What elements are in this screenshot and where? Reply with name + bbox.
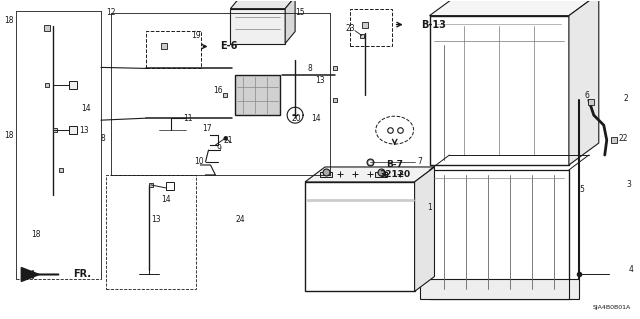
Bar: [166, 182, 173, 190]
Text: 5: 5: [579, 185, 584, 194]
Polygon shape: [429, 0, 599, 16]
Text: 13: 13: [315, 76, 325, 85]
Text: B-7: B-7: [386, 160, 403, 169]
Text: 13: 13: [79, 126, 89, 135]
Text: 24: 24: [236, 215, 245, 224]
Text: 18: 18: [31, 230, 41, 239]
Polygon shape: [569, 0, 599, 165]
Bar: [429, 170, 569, 300]
Text: 18: 18: [4, 130, 14, 140]
Text: 11: 11: [183, 114, 193, 123]
Text: 9: 9: [216, 144, 221, 152]
Text: 4: 4: [628, 265, 633, 274]
Bar: [320, 172, 332, 177]
Bar: [146, 31, 200, 68]
Bar: [350, 9, 392, 47]
Text: 22: 22: [619, 134, 628, 143]
Polygon shape: [305, 167, 435, 182]
Text: 18: 18: [4, 16, 14, 25]
Text: 15: 15: [295, 8, 305, 17]
Text: 12: 12: [106, 8, 116, 17]
Polygon shape: [285, 0, 295, 43]
Text: 19: 19: [191, 31, 200, 40]
Text: 8: 8: [308, 64, 312, 73]
Text: SJA4B0B01A: SJA4B0B01A: [593, 305, 630, 310]
Bar: [420, 279, 579, 300]
Text: 2: 2: [623, 94, 628, 103]
Text: 6: 6: [584, 91, 589, 100]
Text: 14: 14: [311, 114, 321, 123]
Text: 21: 21: [223, 136, 233, 145]
Bar: [375, 172, 387, 177]
Polygon shape: [415, 167, 435, 292]
Bar: [305, 182, 415, 292]
Text: FR.: FR.: [73, 269, 91, 278]
Bar: [236, 75, 280, 115]
Text: 13: 13: [151, 215, 161, 224]
Text: 16: 16: [214, 86, 223, 95]
Text: B-13: B-13: [422, 19, 447, 30]
Text: 32120: 32120: [379, 170, 410, 179]
Bar: [230, 9, 285, 43]
Polygon shape: [21, 268, 39, 281]
Bar: [106, 175, 196, 289]
Text: 17: 17: [203, 124, 212, 133]
Text: 23: 23: [345, 24, 355, 33]
Bar: [69, 126, 77, 134]
Text: 7: 7: [417, 158, 422, 167]
Text: 8: 8: [100, 134, 106, 143]
Text: 14: 14: [161, 195, 170, 204]
Text: 3: 3: [626, 180, 631, 189]
Text: E-6: E-6: [220, 41, 237, 51]
Text: 20: 20: [291, 114, 301, 123]
Text: 14: 14: [81, 104, 91, 113]
Text: 1: 1: [427, 203, 432, 212]
Bar: [69, 81, 77, 89]
Polygon shape: [230, 0, 295, 9]
Text: 10: 10: [194, 158, 204, 167]
Bar: [429, 16, 569, 165]
